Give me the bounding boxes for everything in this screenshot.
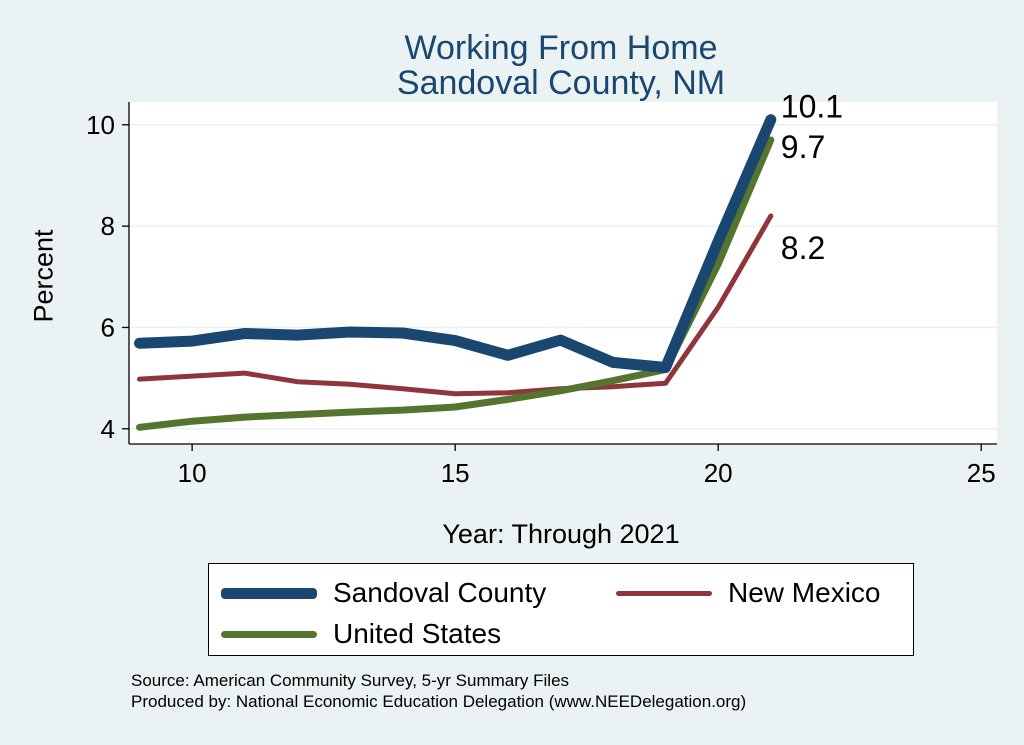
- chart-subtitle: Sandoval County, NM: [396, 64, 726, 102]
- legend-label: New Mexico: [728, 577, 881, 608]
- legend-swatch: [221, 631, 317, 638]
- y-axis-title: Percent: [28, 229, 59, 323]
- x-tick-label: 10: [178, 458, 207, 488]
- y-tick-label: 8: [101, 211, 115, 241]
- series-line-sandoval-county: [134, 114, 777, 373]
- source-note: Source: American Community Survey, 5-yr …: [131, 671, 570, 690]
- chart-title: Working From Home: [404, 29, 718, 67]
- series-line-new-mexico: [137, 213, 774, 397]
- end-label-sandoval-county: 10.1: [781, 89, 843, 125]
- x-axis-title: Year: Through 2021: [442, 519, 680, 549]
- legend-label: United States: [333, 618, 502, 649]
- end-label-united-states: 9.7: [781, 129, 825, 165]
- end-label-new-mexico: 8.2: [781, 230, 825, 266]
- x-tick-label: 15: [441, 458, 470, 488]
- y-tick-label: 10: [86, 110, 115, 140]
- y-tick-label: 6: [101, 312, 115, 342]
- legend: Sandoval County New Mexico United States: [208, 563, 914, 656]
- x-tick-label: 25: [967, 458, 996, 488]
- x-tick-label: 20: [704, 458, 733, 488]
- produced-by-note: Produced by: National Economic Education…: [131, 692, 747, 711]
- legend-swatch: [221, 588, 317, 599]
- legend-label: Sandoval County: [333, 577, 547, 608]
- legend-swatch: [616, 591, 712, 596]
- line-chart: 4 6 8 10 10 15 20 25 10.1 8.2 9.7: [86, 89, 997, 488]
- y-tick-label: 4: [101, 414, 115, 444]
